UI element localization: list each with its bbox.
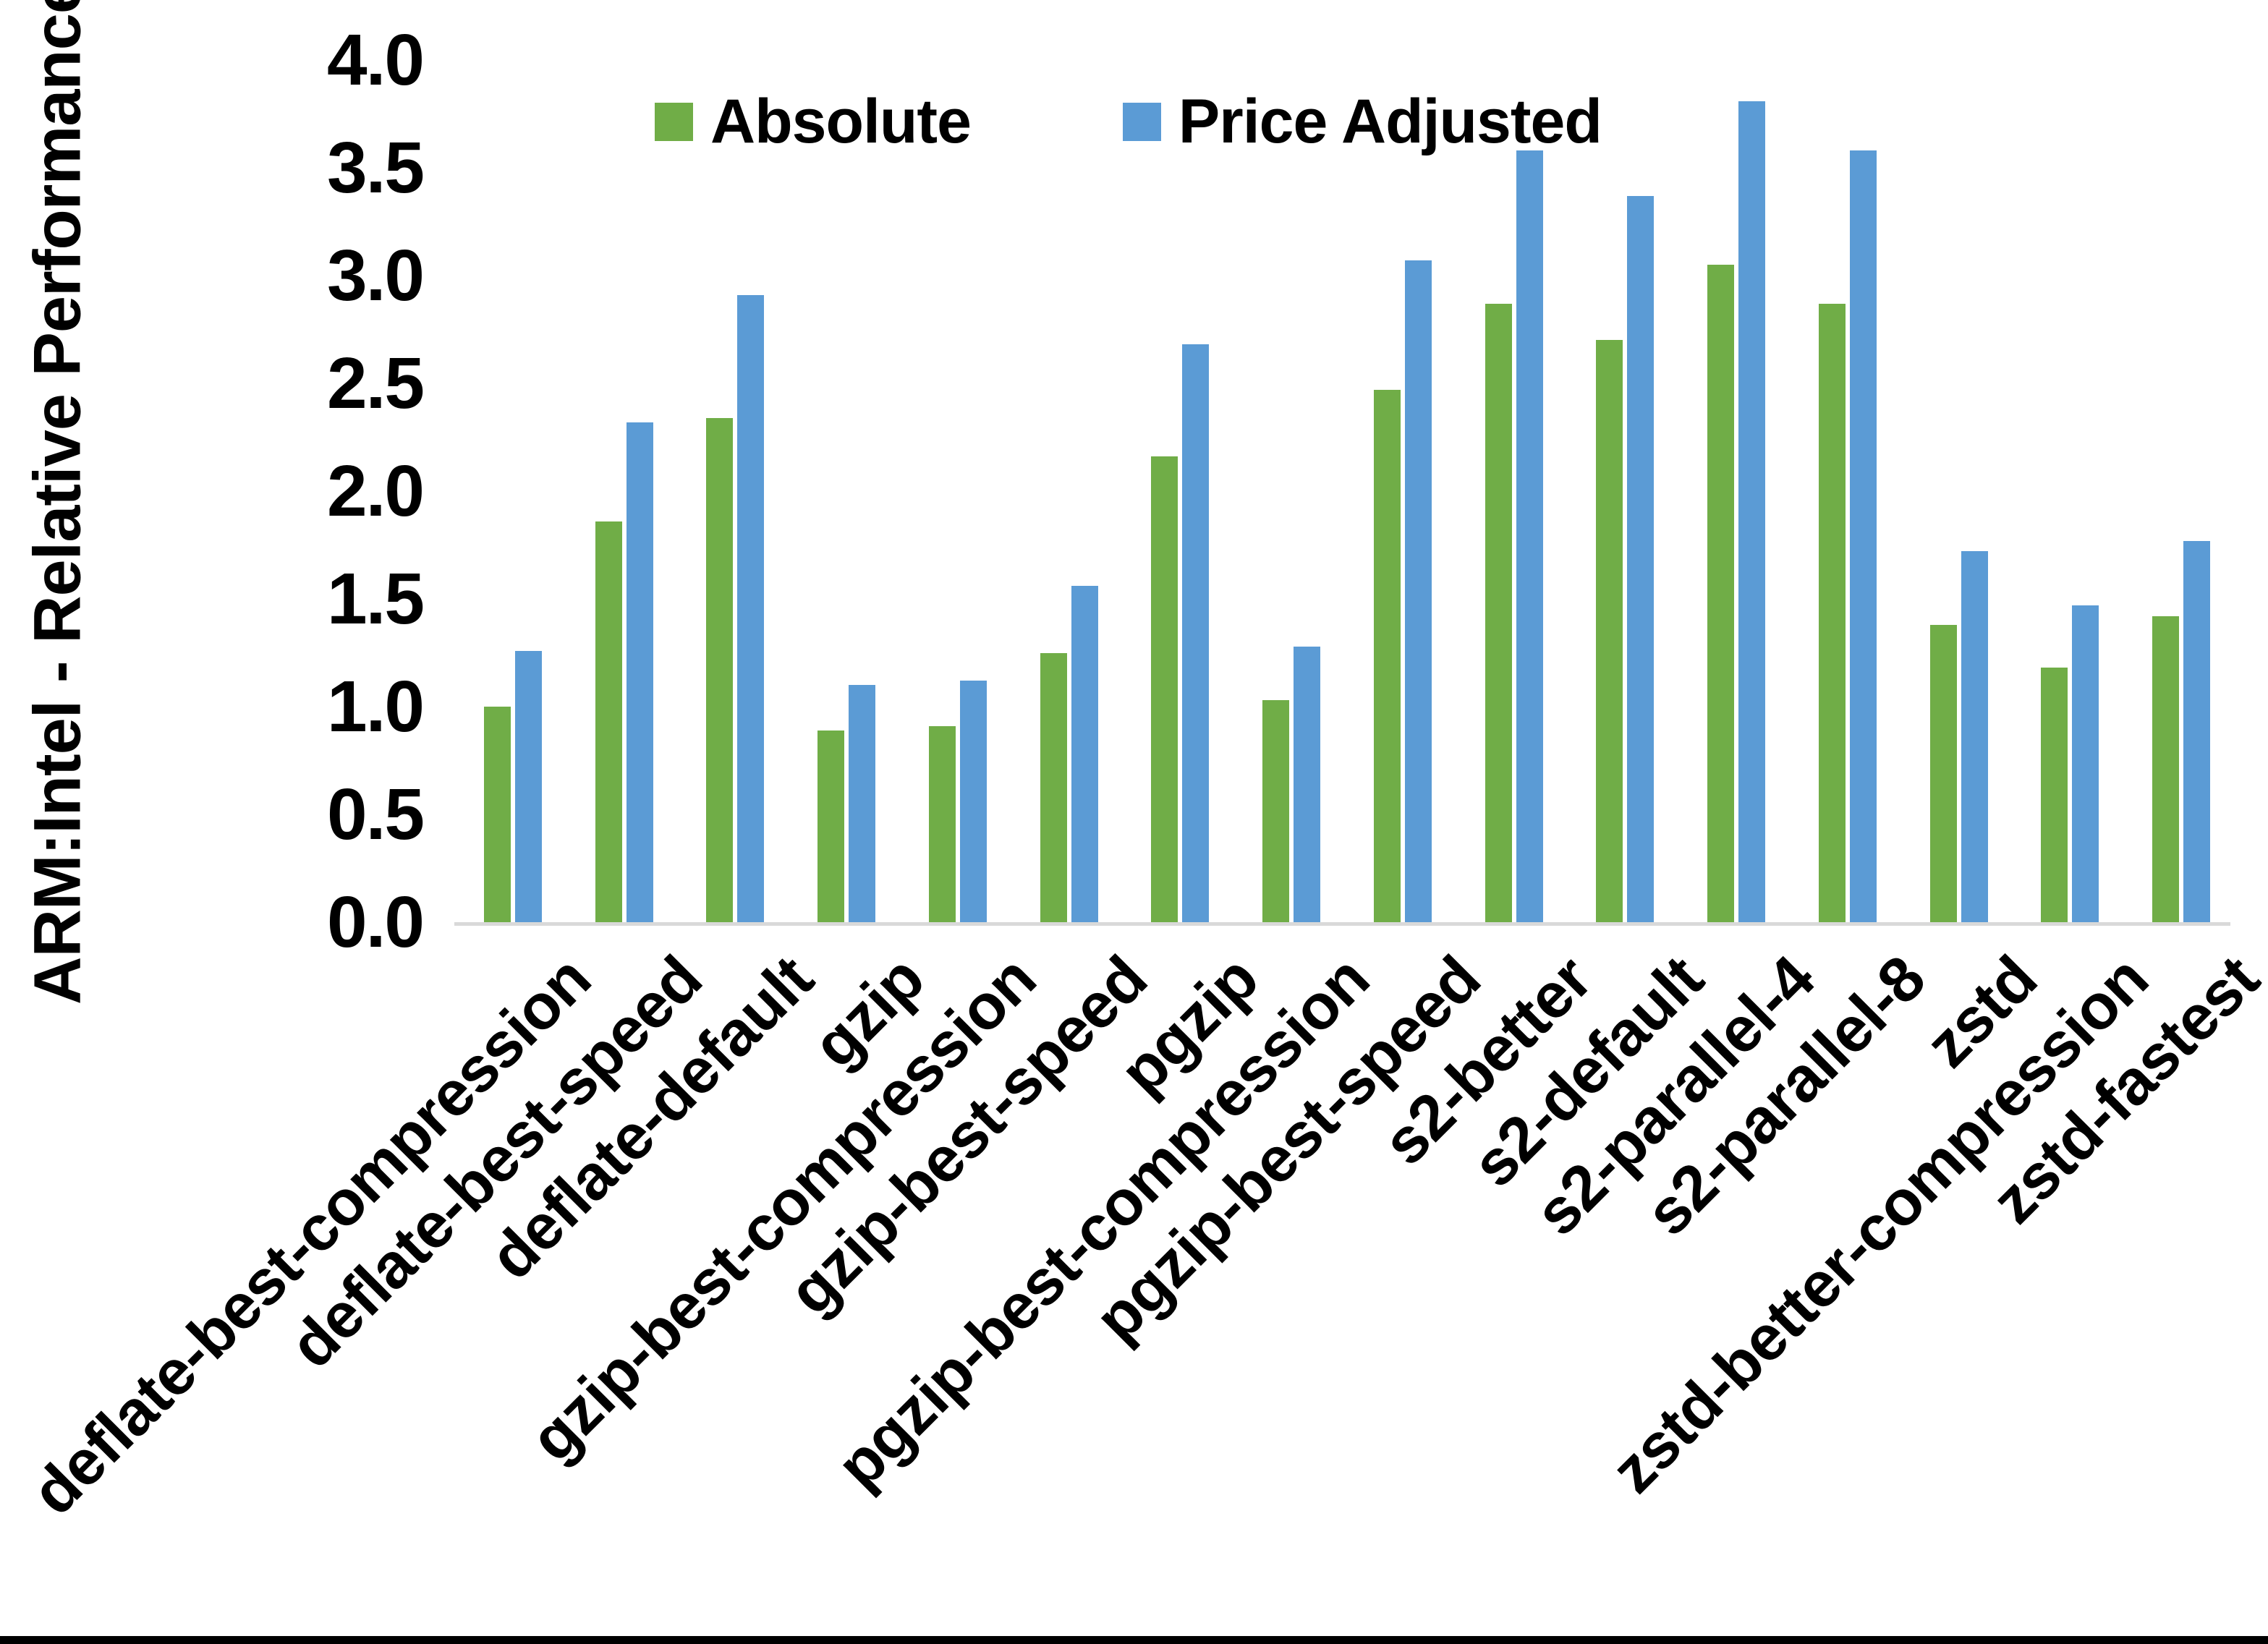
bar-price-adjusted	[1182, 344, 1210, 922]
y-tick-label: 0.0	[326, 882, 425, 963]
y-tick-label: 1.5	[326, 558, 425, 639]
plot-area	[457, 60, 2237, 922]
bar-absolute	[817, 730, 845, 922]
bar-absolute	[706, 417, 734, 922]
bar-group	[1125, 60, 1236, 922]
bar-group	[1347, 60, 1458, 922]
bar-price-adjusted	[626, 422, 653, 922]
y-tick-label: 3.5	[326, 127, 425, 208]
bar-group	[1903, 60, 2015, 922]
bar-price-adjusted	[2072, 605, 2099, 922]
legend-label: Price Adjusted	[1178, 87, 1602, 156]
y-tick-label: 4.0	[326, 20, 425, 101]
legend-item: Price Adjusted	[1122, 87, 1602, 156]
legend-item: Absolute	[655, 87, 972, 156]
bar-group	[902, 60, 1014, 922]
bar-absolute	[1818, 303, 1846, 922]
legend-swatch-icon	[655, 102, 693, 141]
bar-group	[791, 60, 902, 922]
bar-absolute	[1707, 265, 1735, 922]
bar-group	[680, 60, 791, 922]
legend-label: Absolute	[710, 87, 972, 156]
bar-price-adjusted	[959, 681, 987, 922]
bar-group	[1014, 60, 1125, 922]
y-tick-label: 0.5	[326, 774, 425, 855]
y-tick-label: 2.5	[326, 343, 425, 424]
bar-group	[1570, 60, 1681, 922]
bar-price-adjusted	[1071, 586, 1098, 922]
bar-group	[1458, 60, 1570, 922]
chart-legend: Absolute Price Adjusted	[655, 90, 1602, 153]
bar-price-adjusted	[1849, 150, 1877, 922]
bar-group	[457, 60, 569, 922]
bar-group	[2125, 60, 2237, 922]
bar-price-adjusted	[1294, 646, 1321, 922]
bar-group	[1236, 60, 1347, 922]
bar-group	[2015, 60, 2126, 922]
bar-price-adjusted	[737, 294, 765, 922]
bar-price-adjusted	[1627, 195, 1655, 922]
bar-group	[1681, 60, 1792, 922]
bar-absolute	[928, 725, 956, 922]
bar-price-adjusted	[514, 650, 542, 922]
bar-absolute	[595, 521, 622, 922]
bar-absolute	[1262, 700, 1290, 922]
y-tick-label: 3.0	[326, 235, 425, 316]
bar-price-adjusted	[1738, 101, 1766, 922]
bar-absolute	[1151, 456, 1178, 922]
bar-absolute	[2152, 616, 2180, 922]
bar-price-adjusted	[1404, 260, 1432, 922]
y-tick-label: 2.0	[326, 451, 425, 532]
bar-absolute	[1596, 340, 1623, 922]
bar-absolute	[483, 707, 511, 922]
bottom-border-line	[0, 1636, 2268, 1644]
bar-group	[569, 60, 680, 922]
bar-price-adjusted	[2183, 540, 2211, 922]
bar-group	[1792, 60, 1903, 922]
bar-price-adjusted	[1516, 150, 1543, 922]
legend-swatch-icon	[1122, 102, 1161, 141]
bar-price-adjusted	[1961, 551, 1988, 922]
bar-price-adjusted	[849, 685, 876, 922]
y-tick-label: 1.0	[326, 666, 425, 747]
bar-absolute	[1373, 389, 1401, 922]
bar-absolute	[2041, 668, 2068, 922]
bar-absolute	[1485, 303, 1512, 922]
x-axis-line	[454, 922, 2230, 926]
bar-absolute	[1040, 652, 1067, 922]
bar-absolute	[1929, 624, 1957, 922]
